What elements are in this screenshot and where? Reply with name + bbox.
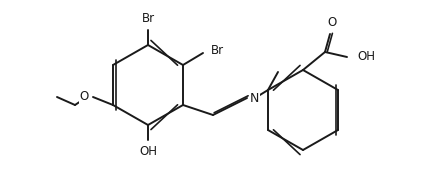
Text: O: O bbox=[80, 90, 89, 104]
Text: Br: Br bbox=[141, 12, 155, 25]
Text: OH: OH bbox=[357, 50, 375, 63]
Text: Br: Br bbox=[211, 43, 224, 56]
Text: OH: OH bbox=[139, 145, 157, 158]
Text: O: O bbox=[327, 16, 337, 29]
Text: N: N bbox=[250, 92, 259, 105]
